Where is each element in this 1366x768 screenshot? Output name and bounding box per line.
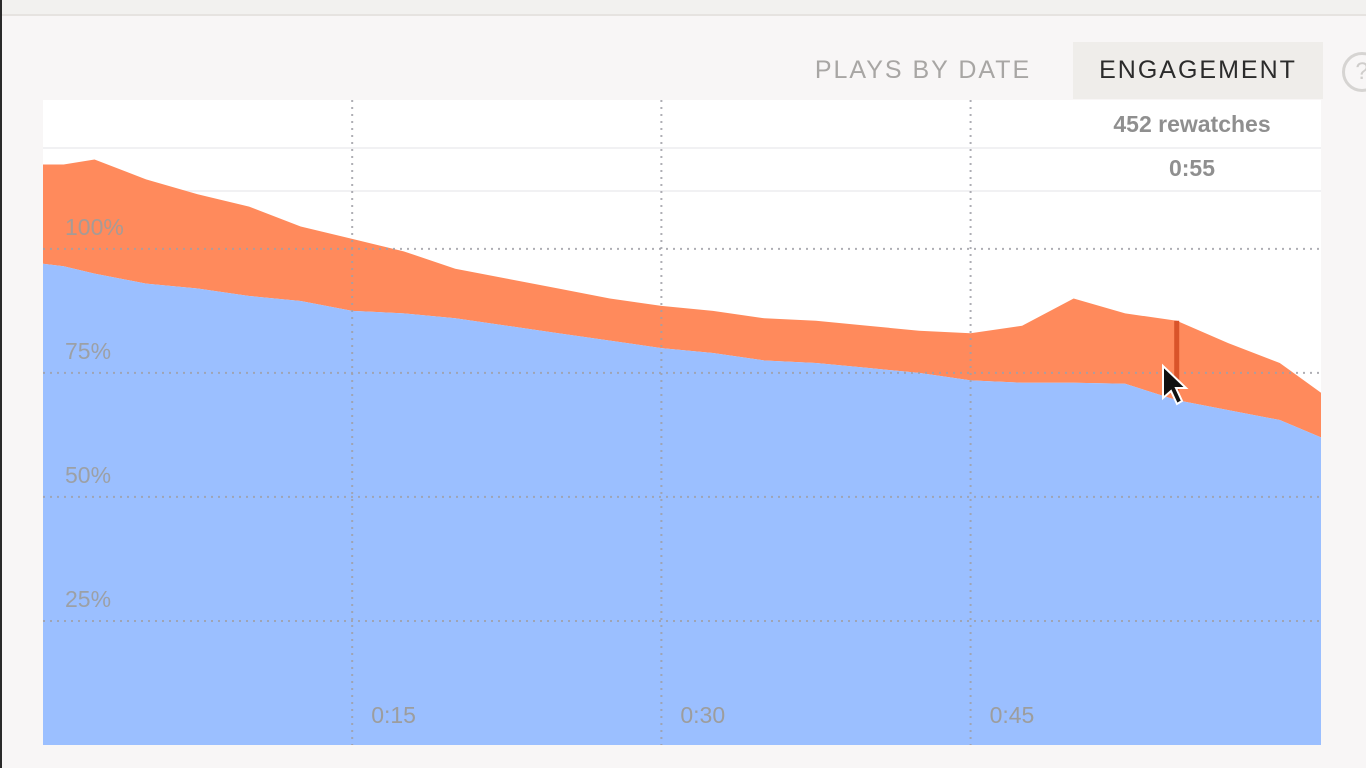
y-tick-label: 50% [65, 462, 111, 488]
top-strip [2, 0, 1366, 16]
views-area [43, 263, 1321, 745]
x-tick-label: 0:15 [371, 702, 416, 728]
tab-engagement[interactable]: ENGAGEMENT [1073, 42, 1323, 99]
help-circle-icon[interactable]: ? [1342, 52, 1366, 92]
tooltip-value-label: 452 rewatches [1113, 111, 1270, 137]
engagement-chart-svg[interactable]: 25%50%75%100%0:15 0:30 0:45 452 rewatches … [43, 100, 1321, 745]
x-tick-label: 0:45 [990, 702, 1035, 728]
tab-plays-by-date[interactable]: PLAYS BY DATE [814, 56, 1032, 84]
rewatches-area [43, 159, 1321, 438]
tooltip-time-label: 0:55 [1169, 155, 1215, 181]
y-tick-label: 25% [65, 586, 111, 612]
y-tick-label: 75% [65, 338, 111, 364]
engagement-chart[interactable]: 25% 50% 75% 100% 0:15 0:30 0:45 452 rewatches … [43, 100, 1321, 745]
mouse-cursor-icon [1162, 363, 1189, 406]
x-tick-label: 0:30 [680, 702, 725, 728]
y-tick-label: 100% [65, 214, 124, 240]
